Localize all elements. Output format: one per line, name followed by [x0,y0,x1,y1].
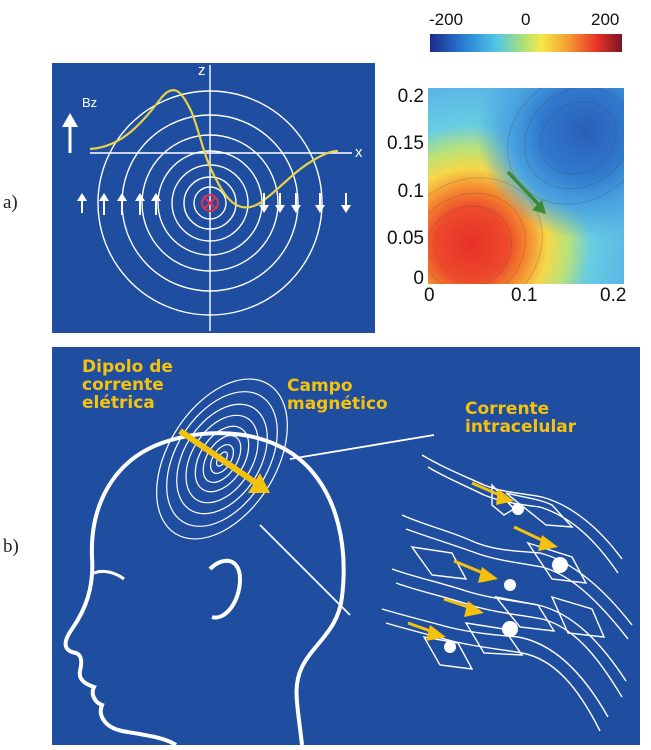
x-axis-label: x [355,144,363,161]
colorbar-tick-mid: 0 [521,10,531,29]
y-tick-0: 0 [413,268,424,289]
head-neurons-diagram: Dipolo de corrente elétrica Campo magnét… [52,347,640,747]
dipole-direction-arrow-icon [506,170,546,214]
dipole-label: Dipolo de corrente elétrica [82,358,173,412]
x-tick-0: 0 [424,285,435,306]
bz-label: Bz [82,95,97,110]
neuron-somas [444,503,568,653]
bz-field-curve [89,89,339,209]
x-tick-0.1: 0.1 [511,285,538,306]
field-label: Campo magnético [287,377,388,413]
dipole-into-page-icon [201,194,219,212]
dipole-label-line2: corrente [82,375,164,395]
z-axis-label: z [198,63,206,79]
pyramidal-neurons [381,454,633,732]
field-heatmap [428,88,624,284]
panel-a-label: a) [3,192,18,213]
current-label-line1: Corrente [465,399,550,419]
downward-field-arrows [259,193,351,213]
current-dipole-arrow-icon [178,428,270,493]
x-tick-0.2: 0.2 [600,285,627,306]
y-tick-0.1: 0.1 [397,181,424,202]
dipole-label-line1: Dipolo de [82,357,173,377]
concentric-field-circles: z x Bz [62,62,363,331]
dipole-field-diagram: z x Bz [52,62,375,333]
head-outline [63,378,633,747]
panel-b-label: b) [3,536,19,557]
dipole-label-line3: elétrica [82,393,155,413]
colorbar-tick-min: -200 [429,10,464,29]
field-label-line2: magnético [287,394,388,414]
colorbar-tick-max: 200 [591,10,620,29]
current-label: Corrente intracelular [465,400,576,436]
field-label-line1: Campo [287,376,353,396]
intracellular-current-arrows [407,481,558,641]
y-tick-0.15: 0.15 [387,133,424,154]
colorbar [430,34,622,52]
current-label-line2: intracelular [465,417,577,437]
upward-field-arrows [77,193,161,215]
y-tick-0.2: 0.2 [397,86,424,107]
bz-arrow-icon [62,113,78,153]
y-tick-0.05: 0.05 [387,228,424,249]
